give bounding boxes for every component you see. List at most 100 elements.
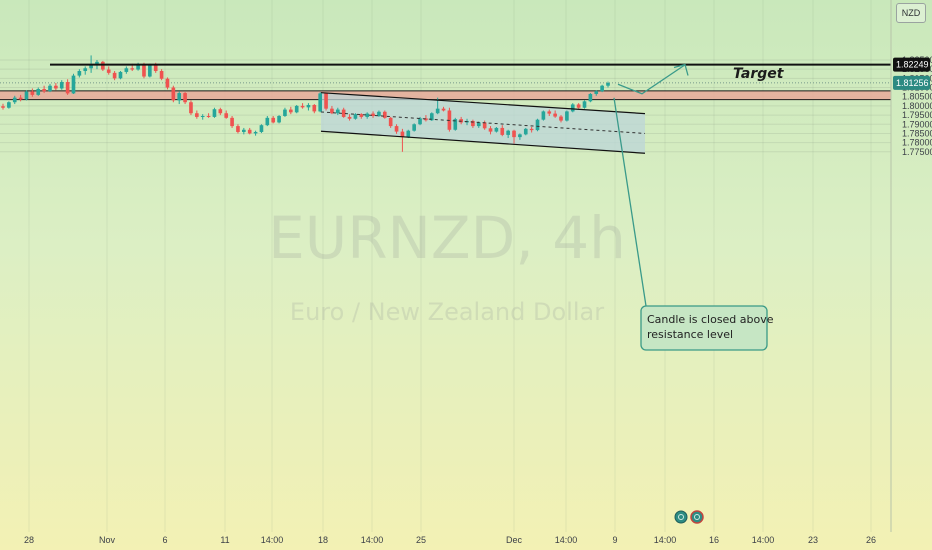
candle-body — [12, 97, 17, 103]
candle — [559, 115, 563, 123]
candle-body — [424, 118, 428, 121]
candle-body — [1, 106, 5, 108]
candle — [582, 100, 587, 109]
eu-flag-icon[interactable] — [674, 510, 688, 524]
time-tick-label: 14:00 — [752, 535, 775, 545]
candle — [118, 71, 123, 80]
candle-body — [288, 109, 293, 113]
candle — [482, 120, 487, 130]
candle-body — [353, 114, 358, 119]
candle — [353, 113, 358, 120]
candle — [424, 115, 428, 122]
price-tick-label: 1.80500 — [902, 92, 932, 102]
candle — [224, 110, 229, 119]
candle-body — [312, 104, 317, 112]
time-tick-label: 16 — [709, 535, 719, 545]
candle-body — [242, 129, 246, 132]
callout-line-2: resistance level — [647, 328, 733, 341]
candle — [418, 116, 422, 126]
channel-lower-line[interactable] — [320, 130, 646, 154]
candle — [200, 114, 205, 120]
candle — [18, 94, 23, 102]
candle — [594, 90, 599, 96]
watermark: EURNZD, 4h Euro / New Zealand Dollar — [268, 204, 626, 326]
candle-body — [294, 105, 299, 113]
candle-body — [388, 117, 393, 127]
candle-body — [206, 115, 211, 117]
target-price-label: 1.82249 — [893, 57, 930, 72]
candle — [529, 127, 534, 133]
candle — [453, 117, 458, 131]
time-tick-label: 26 — [866, 535, 876, 545]
candle-body — [359, 114, 364, 117]
candle — [36, 87, 41, 96]
candle-body — [89, 65, 93, 69]
candle — [371, 111, 375, 118]
candle-body — [247, 129, 252, 134]
candle — [324, 92, 328, 111]
candle-body — [441, 108, 446, 111]
candle — [54, 82, 58, 91]
candle-body — [218, 109, 223, 114]
nz-flag-inner — [694, 514, 700, 520]
candle — [59, 80, 64, 90]
candle — [512, 129, 516, 144]
candle — [382, 110, 387, 119]
callout-frame — [640, 305, 768, 351]
candle — [330, 105, 334, 115]
price-axis[interactable]: 1.825001.820001.815001.810001.805001.800… — [890, 0, 932, 532]
candle — [359, 113, 364, 119]
time-axis[interactable]: 28 Nov 6 11 14:00 18 14:00 25 Dec 14:00 9 14:00 16 14… — [24, 535, 876, 545]
candle — [253, 130, 258, 136]
candle — [365, 112, 369, 119]
candle-body — [435, 108, 440, 114]
candle — [471, 119, 475, 128]
candle — [541, 110, 546, 121]
candle — [606, 81, 610, 88]
candle-body — [471, 120, 475, 127]
time-tick-label: 25 — [416, 535, 426, 545]
candle — [48, 83, 52, 93]
currency-button[interactable]: NZD — [896, 3, 926, 23]
resistance-zone[interactable] — [0, 90, 891, 100]
candle — [230, 115, 234, 128]
candle — [488, 126, 493, 135]
candle-body — [565, 111, 569, 121]
candle — [183, 92, 187, 105]
candle — [570, 103, 575, 113]
candle-body — [570, 104, 575, 112]
candle-body — [506, 130, 510, 135]
candle-body — [400, 131, 405, 138]
callout-box[interactable]: Candle is closed above resistance level — [640, 305, 774, 351]
candle-body — [600, 85, 604, 92]
candle-body — [606, 82, 610, 86]
candle-body — [394, 126, 399, 132]
candle — [83, 66, 88, 75]
candle-body — [318, 93, 323, 112]
candle-body — [95, 61, 99, 66]
candle — [271, 115, 276, 124]
candle — [553, 110, 557, 118]
candle-body — [576, 104, 581, 108]
candle — [106, 66, 111, 75]
candle-body — [541, 111, 546, 120]
channel-upper-line[interactable] — [320, 92, 646, 115]
candle — [394, 124, 399, 134]
price-tick-label: 1.79500 — [902, 110, 932, 120]
time-tick-label: 18 — [318, 535, 328, 545]
candle — [547, 109, 552, 116]
channel-mid-line[interactable] — [320, 111, 646, 134]
candle-body — [283, 109, 287, 116]
candle-body — [335, 109, 340, 114]
candle — [218, 107, 223, 116]
price-tick-label: 1.80000 — [902, 101, 932, 111]
nz-flag-icon[interactable] — [690, 510, 704, 524]
drawings[interactable] — [50, 63, 891, 307]
projection-arrow[interactable] — [617, 64, 685, 95]
flag-icons[interactable] — [674, 510, 704, 524]
candle-body — [59, 82, 64, 89]
candle-body — [277, 115, 281, 123]
watermark-symbol: EURNZD, 4h — [268, 204, 626, 272]
